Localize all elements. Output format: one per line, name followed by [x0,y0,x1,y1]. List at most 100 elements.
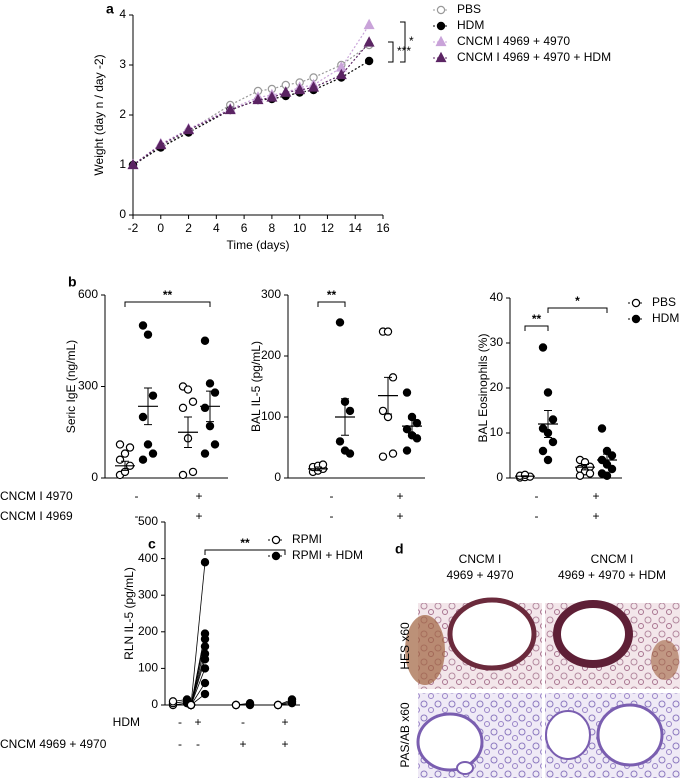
marker [597,424,607,433]
marker [280,86,292,97]
error-bar [144,387,152,426]
x-tick-label: 8 [269,221,276,235]
marker [183,123,195,135]
panel-letter: a [106,1,114,17]
row-value: - [178,737,182,751]
marker [378,452,388,461]
y-tick-label: 20 [490,380,504,394]
marker [294,83,306,95]
marker [402,446,412,455]
row-value: - [196,737,200,751]
micrograph [553,600,633,668]
marker [200,403,210,413]
marker [335,68,347,80]
y-tick-label: 0 [496,470,503,484]
micrograph [545,710,591,760]
marker [125,443,135,452]
marker [548,437,558,447]
marker [155,138,167,150]
significance-bracket [124,301,211,307]
x-tick-label: 6 [241,221,248,235]
marker [186,700,196,710]
series-line [132,60,370,166]
micrograph [651,640,679,680]
marker [335,318,345,327]
marker [543,455,553,465]
marker [205,421,215,431]
marker [273,700,283,710]
marker [378,406,388,416]
y-tick-label: 400 [138,551,158,565]
panel-letter: d [395,541,404,557]
significance-bracket [204,549,286,555]
marker [178,403,188,413]
micrograph [416,712,484,772]
row-value: + [592,489,599,503]
marker [188,397,198,406]
legend-label: HDM [652,311,679,325]
pair-line [190,668,206,706]
marker [210,440,220,449]
y-tick-label: 30 [490,335,504,349]
legend-marker [271,551,281,561]
marker [388,449,398,458]
marker [318,460,328,469]
marker [183,385,193,394]
marker [200,664,210,673]
significance: ** [240,536,250,550]
marker [138,412,148,422]
row-value: - [135,489,139,503]
x-tick-label: 16 [376,221,390,235]
row-value: + [239,737,246,751]
marker [575,471,585,480]
marker [138,321,148,330]
y-tick-label: 3 [119,57,126,71]
row-value: + [396,509,403,523]
micrographs [405,597,680,778]
y-tick-label: 200 [138,624,158,638]
legend-label: RPMI + HDM [292,548,363,562]
marker [200,655,210,664]
significance: * [575,294,580,308]
significance-bracket [524,325,549,331]
marker [143,440,153,449]
legend-label: HDM [457,18,484,32]
column-title: CNCM I [459,552,502,566]
pair-line [190,562,206,706]
x-tick-label: 14 [349,221,363,235]
row-value: + [281,737,288,751]
y-tick-label: 40 [490,290,504,304]
error-bar [521,475,529,478]
marker [245,698,255,708]
y-axis-label: RLN IL-5 (pg/mL) [122,567,136,660]
row-label: CNCM I 4969 [0,509,73,523]
marker [383,412,393,422]
legend-label: RPMI [292,532,322,546]
y-tick-label: 100 [138,661,158,675]
legend-label: CNCM I 4969 + 4970 + HDM [457,50,611,64]
marker [210,388,220,397]
series-line [132,42,370,166]
significance-bracket [317,301,346,307]
marker [200,678,210,688]
significance-bracket [400,21,406,63]
error-bar [121,460,129,471]
legend-marker [436,21,446,31]
y-tick-label: 300 [138,587,158,601]
series-line [132,44,370,166]
x-tick-label: 0 [157,221,164,235]
significance: ** [532,312,542,326]
marker [402,388,412,397]
error-bar [408,418,416,434]
error-bar [581,464,589,471]
marker [345,449,355,458]
significance: ** [327,288,337,302]
row-value: + [195,509,202,523]
marker [364,56,374,66]
panel-letter: b [68,274,77,290]
micrograph [405,615,445,685]
row-value: + [396,489,403,503]
marker [178,470,188,480]
row-label: CNCM I 4970 [0,489,73,503]
